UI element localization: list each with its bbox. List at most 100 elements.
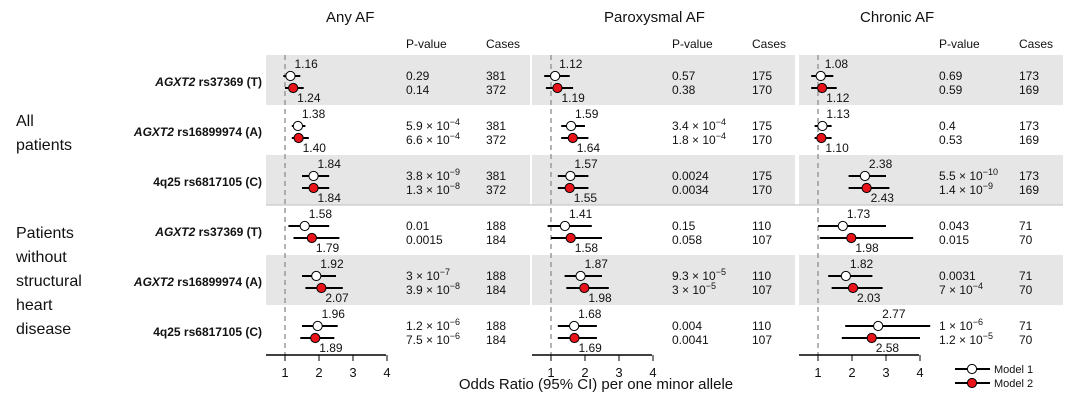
or-label: 1.24: [297, 91, 321, 105]
or-label: 1.98: [855, 241, 879, 255]
or-label: 1.58: [575, 241, 599, 255]
or-label: 1.87: [585, 257, 609, 271]
pvalue-cell: 0.53: [939, 133, 963, 147]
pvalue-cell: 1.4 × 10−9: [939, 181, 993, 197]
or-label: 2.77: [882, 307, 906, 321]
row-band: [266, 55, 530, 105]
panel-title: Paroxysmal AF: [604, 9, 705, 26]
model2-point: [552, 82, 563, 94]
model2-point: [310, 332, 321, 344]
pvalue-header: P-value: [406, 37, 447, 51]
cases-cell: 169: [1019, 183, 1039, 197]
or-label: 1.38: [302, 107, 326, 121]
group-label: All: [16, 113, 34, 130]
model2-point: [567, 132, 578, 144]
row-band: [266, 255, 530, 305]
or-label: 1.19: [561, 91, 585, 105]
cases-cell: 184: [486, 233, 506, 247]
pvalue-cell: 1 × 10−6: [939, 317, 983, 333]
pvalue-cell: 7 × 10−4: [939, 281, 983, 297]
pvalue-cell: 1.8 × 10−4: [672, 131, 726, 147]
x-tick-label: 2: [581, 365, 588, 380]
model1-point: [565, 170, 576, 182]
or-label: 1.12: [559, 57, 583, 71]
legend-marker: [966, 377, 978, 389]
pvalue-cell: 0.0031: [939, 269, 976, 283]
pvalue-cell: 3.9 × 10−8: [406, 281, 460, 297]
or-label: 2.43: [871, 191, 895, 205]
legend-label: Model 1: [994, 364, 1033, 376]
or-label: 1.79: [316, 241, 340, 255]
pvalue-cell: 0.058: [672, 233, 702, 247]
or-label: 1.41: [569, 207, 593, 221]
row-band: [532, 55, 795, 105]
or-label: 1.96: [322, 307, 346, 321]
cases-cell: 170: [752, 83, 772, 97]
model1-point: [285, 70, 296, 82]
or-label: 1.59: [575, 107, 599, 121]
cases-cell: 169: [1019, 133, 1039, 147]
model2-point: [564, 182, 575, 194]
pvalue-cell: 3 × 10−7: [406, 267, 450, 283]
model2-point: [866, 332, 877, 344]
x-tick-label: 1: [281, 365, 288, 380]
or-label: 1.58: [309, 207, 333, 221]
cases-cell: 71: [1019, 219, 1033, 233]
or-label: 1.73: [847, 207, 871, 221]
pvalue-cell: 0.0024: [672, 169, 709, 183]
cases-header: Cases: [752, 37, 786, 51]
model1-point: [815, 70, 826, 82]
cases-cell: 175: [752, 169, 772, 183]
pvalue-cell: 0.57: [672, 69, 696, 83]
row-band: [799, 155, 1063, 205]
group-label: without: [15, 249, 67, 266]
cases-cell: 372: [486, 183, 506, 197]
pvalue-cell: 0.004: [672, 319, 702, 333]
x-tick-label: 2: [315, 365, 322, 380]
cases-cell: 372: [486, 83, 506, 97]
or-label: 1.82: [850, 257, 874, 271]
cases-cell: 173: [1019, 69, 1039, 83]
model1-point: [840, 270, 851, 282]
legend-label: Model 2: [994, 378, 1033, 390]
x-tick-label: 2: [848, 365, 855, 380]
cases-cell: 70: [1019, 283, 1033, 297]
pvalue-cell: 0.38: [672, 83, 696, 97]
row-label: 4q25 rs6817105 (C): [153, 325, 262, 339]
pvalue-cell: 0.0041: [672, 333, 709, 347]
row-band: [532, 155, 795, 205]
pvalue-cell: 5.9 × 10−4: [406, 117, 460, 133]
pvalue-cell: 5.5 × 10−10: [939, 167, 998, 183]
model1-point: [837, 220, 848, 232]
cases-header: Cases: [1019, 37, 1053, 51]
model1-point: [873, 320, 884, 332]
or-label: 1.89: [319, 341, 343, 355]
cases-cell: 70: [1019, 333, 1033, 347]
row-band: [532, 255, 795, 305]
cases-cell: 175: [752, 69, 772, 83]
model1-point: [311, 270, 322, 282]
pvalue-cell: 0.043: [939, 219, 969, 233]
model2-point: [816, 132, 827, 144]
pvalue-cell: 9.3 × 10−5: [672, 267, 726, 283]
cases-cell: 170: [752, 133, 772, 147]
x-axis-title: Odds Ratio (95% CI) per one minor allele: [459, 376, 733, 393]
cases-cell: 381: [486, 69, 506, 83]
pvalue-cell: 0.01: [406, 219, 430, 233]
group-label: disease: [16, 321, 71, 338]
model1-point: [575, 270, 586, 282]
model2-point: [579, 282, 590, 294]
model2-point: [565, 232, 576, 244]
cases-cell: 71: [1019, 319, 1033, 333]
cases-cell: 70: [1019, 233, 1033, 247]
pvalue-cell: 3.4 × 10−4: [672, 117, 726, 133]
or-label: 1.40: [303, 141, 327, 155]
pvalue-header: P-value: [672, 37, 713, 51]
x-tick-label: 4: [649, 365, 656, 380]
cases-cell: 107: [752, 283, 772, 297]
or-label: 2.07: [325, 291, 349, 305]
cases-cell: 381: [486, 169, 506, 183]
model2-point: [816, 82, 828, 94]
x-tick-label: 3: [615, 365, 622, 380]
or-label: 2.03: [857, 291, 881, 305]
